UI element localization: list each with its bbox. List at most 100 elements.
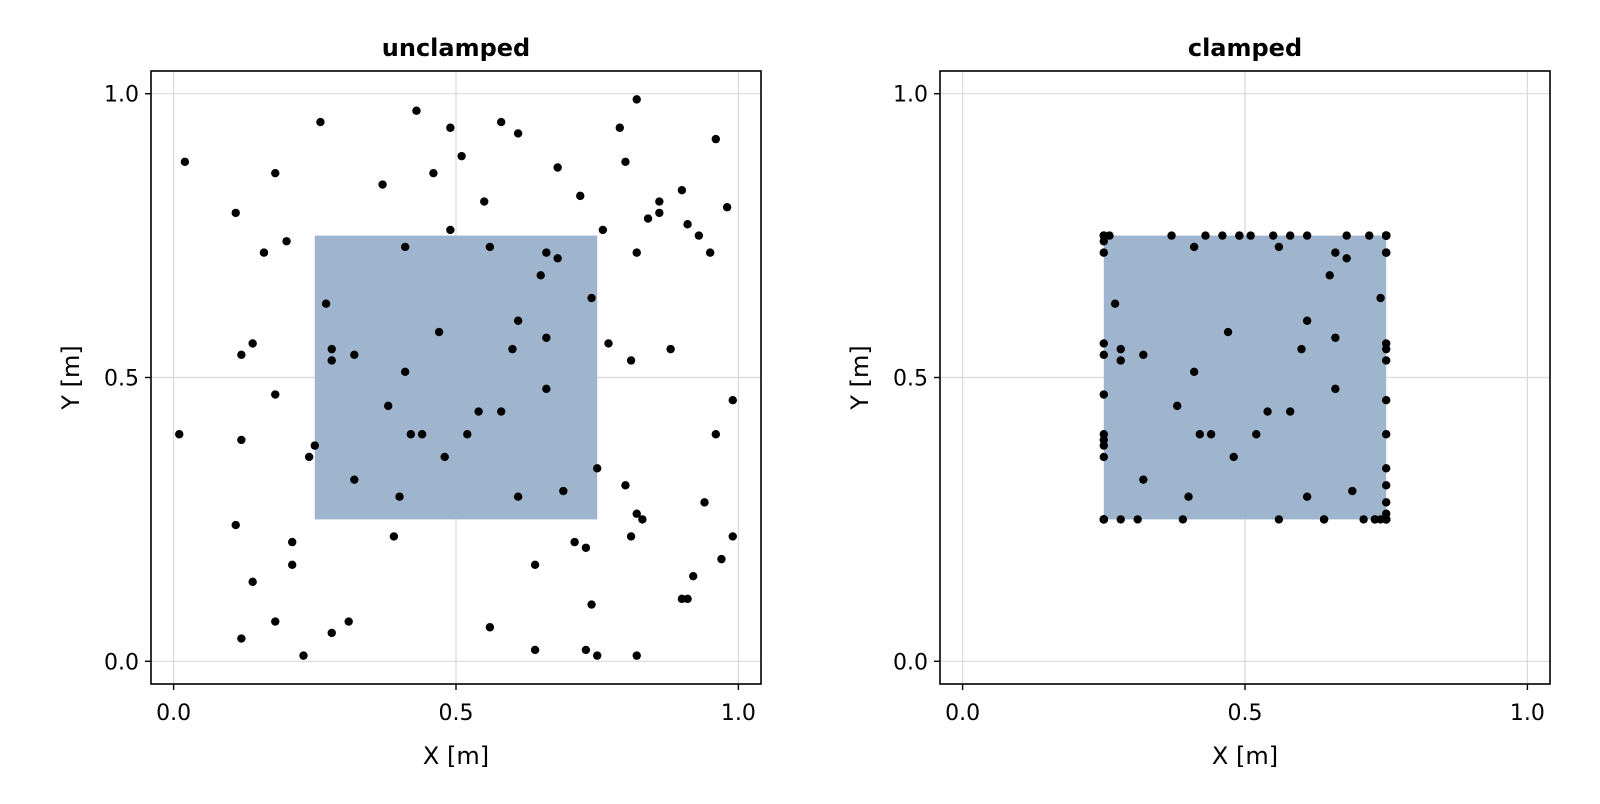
data-point bbox=[1263, 407, 1272, 416]
data-point bbox=[237, 350, 246, 359]
data-point bbox=[237, 435, 246, 445]
data-point bbox=[1116, 515, 1125, 524]
data-point bbox=[700, 498, 709, 507]
data-point bbox=[1184, 492, 1193, 501]
chart-title: clamped bbox=[1188, 34, 1302, 62]
data-point bbox=[231, 520, 240, 530]
data-point bbox=[717, 554, 726, 564]
data-point bbox=[1382, 356, 1391, 365]
data-point bbox=[1382, 396, 1391, 405]
data-point bbox=[689, 571, 698, 581]
data-point bbox=[677, 185, 687, 195]
y-axis-label: Y [m] bbox=[846, 345, 874, 410]
data-point bbox=[282, 237, 291, 246]
data-point bbox=[327, 344, 336, 354]
data-point bbox=[1376, 293, 1385, 303]
x-tick-label: 0.5 bbox=[439, 701, 474, 726]
data-point bbox=[1331, 248, 1340, 257]
data-point bbox=[299, 651, 308, 660]
data-point bbox=[1382, 231, 1391, 240]
data-point bbox=[508, 344, 517, 354]
y-tick-label: 1.0 bbox=[104, 83, 139, 108]
data-point bbox=[1285, 231, 1295, 240]
x-axis-label: X [m] bbox=[423, 742, 489, 770]
data-point bbox=[271, 617, 280, 626]
y-tick-label: 0.5 bbox=[104, 367, 139, 392]
data-point bbox=[615, 123, 624, 132]
data-point bbox=[1099, 515, 1108, 524]
data-point bbox=[542, 333, 551, 342]
data-point bbox=[1365, 231, 1374, 240]
data-point bbox=[434, 327, 444, 337]
data-point bbox=[1173, 401, 1182, 411]
data-point bbox=[175, 430, 184, 439]
data-point bbox=[694, 231, 704, 240]
data-point bbox=[1223, 327, 1233, 337]
data-point bbox=[1139, 475, 1148, 484]
data-point bbox=[327, 356, 336, 365]
data-point bbox=[1178, 515, 1188, 524]
data-point bbox=[310, 441, 319, 450]
data-point bbox=[598, 225, 608, 235]
data-point bbox=[1099, 339, 1108, 348]
data-point bbox=[259, 248, 269, 257]
data-point bbox=[593, 464, 602, 473]
data-point bbox=[350, 475, 359, 484]
data-point bbox=[1342, 231, 1351, 240]
data-point bbox=[1235, 231, 1244, 240]
data-point bbox=[1105, 231, 1114, 240]
data-point bbox=[553, 163, 562, 172]
data-point bbox=[378, 180, 387, 189]
data-point bbox=[406, 430, 416, 439]
data-point bbox=[559, 486, 568, 496]
y-axis-label: Y [m] bbox=[57, 345, 85, 410]
data-point bbox=[728, 396, 737, 405]
chart-title: unclamped bbox=[382, 34, 530, 62]
data-point bbox=[1099, 248, 1108, 257]
data-point bbox=[389, 532, 399, 541]
data-point bbox=[1099, 350, 1108, 359]
data-point bbox=[1269, 231, 1278, 240]
y-tick-label: 1.0 bbox=[893, 83, 928, 108]
data-point bbox=[655, 197, 664, 206]
data-point bbox=[480, 197, 489, 206]
data-point bbox=[1206, 430, 1216, 439]
data-point bbox=[513, 129, 523, 138]
data-point bbox=[655, 208, 664, 218]
data-point bbox=[1382, 481, 1391, 490]
data-point bbox=[384, 401, 393, 411]
data-point bbox=[327, 628, 336, 638]
data-point bbox=[248, 577, 257, 587]
region-rect bbox=[1103, 235, 1387, 520]
data-point bbox=[1116, 356, 1125, 365]
data-point bbox=[587, 293, 596, 303]
data-point bbox=[542, 384, 551, 394]
data-point bbox=[446, 123, 455, 132]
data-point bbox=[1331, 333, 1340, 342]
data-point bbox=[1110, 299, 1120, 308]
chart-panel-clamped: 0.0 0.5 1.0 0.0 0.5 1.0 clamped X [m] Y [m] bbox=[846, 34, 1551, 770]
data-point bbox=[474, 407, 483, 416]
data-point bbox=[1297, 344, 1306, 354]
data-point bbox=[513, 316, 523, 325]
data-point bbox=[1246, 231, 1255, 240]
data-point bbox=[530, 560, 540, 570]
data-point bbox=[237, 634, 246, 643]
y-tick-label: 0.0 bbox=[893, 650, 928, 675]
data-point bbox=[632, 509, 641, 518]
data-point bbox=[417, 430, 427, 439]
data-point bbox=[1331, 384, 1340, 394]
data-point bbox=[1348, 486, 1357, 496]
data-point bbox=[626, 356, 636, 365]
data-point bbox=[587, 600, 596, 609]
data-point bbox=[643, 214, 653, 223]
data-point bbox=[395, 492, 404, 501]
data-point bbox=[1252, 430, 1261, 439]
data-point bbox=[321, 299, 331, 308]
data-point bbox=[1099, 441, 1108, 450]
data-point bbox=[304, 452, 314, 462]
y-tick-label: 0.0 bbox=[104, 650, 139, 675]
data-point bbox=[1382, 248, 1391, 257]
data-point bbox=[553, 254, 562, 263]
